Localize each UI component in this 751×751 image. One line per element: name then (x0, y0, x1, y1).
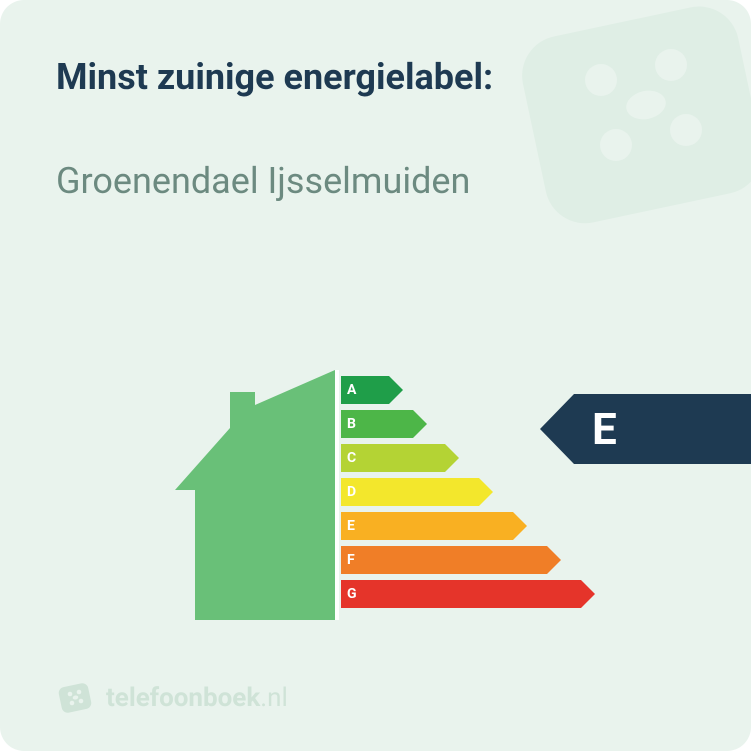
bar-shape (341, 478, 493, 506)
watermark-icon (491, 0, 751, 260)
chart-divider (335, 370, 339, 620)
bar-shape (341, 376, 403, 404)
bar-shape (341, 546, 561, 574)
bar-shape (341, 512, 527, 540)
bar-shape (341, 444, 459, 472)
brand-light: .nl (260, 683, 288, 713)
energy-bar-f: F (341, 546, 561, 574)
brand-text: telefoonboek.nl (106, 683, 288, 713)
energy-bar-d: D (341, 478, 493, 506)
grade-indicator: E (540, 394, 751, 464)
bar-shape (341, 410, 427, 438)
footer: telefoonboek.nl (56, 679, 288, 717)
indicator-shape (540, 394, 751, 464)
title: Minst zuinige energielabel: (56, 56, 493, 98)
card: Minst zuinige energielabel: Groenendael … (0, 0, 751, 751)
energy-bar-b: B (341, 410, 427, 438)
grade-letter: E (592, 403, 617, 455)
bar-shape (341, 580, 595, 608)
energy-bar-c: C (341, 444, 459, 472)
house-icon (175, 370, 335, 620)
brand-logo-icon (56, 679, 94, 717)
energy-bar-e: E (341, 512, 527, 540)
brand-bold: telefoonboek (106, 683, 260, 713)
energy-bar-g: G (341, 580, 595, 608)
energy-bar-a: A (341, 376, 403, 404)
subtitle: Groenendael Ijsselmuiden (56, 160, 470, 202)
